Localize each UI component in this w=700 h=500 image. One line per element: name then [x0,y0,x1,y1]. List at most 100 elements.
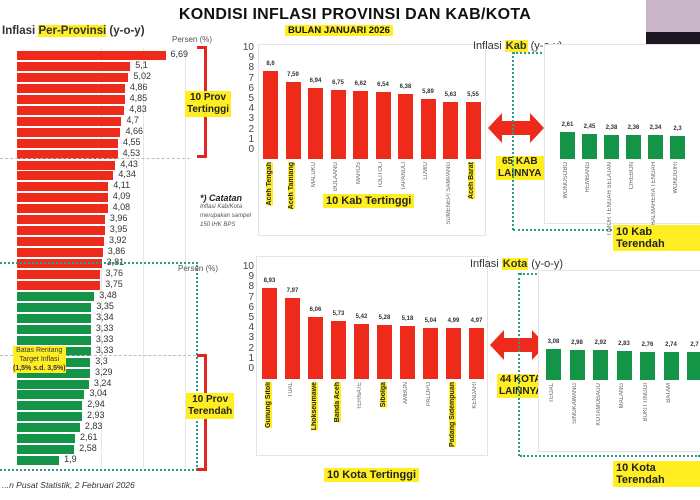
y-axis-tick: 7 [248,291,254,303]
bar [420,98,436,159]
province-bar-value: 3,24 [93,377,112,388]
category-label: Banda Aceh [333,382,341,423]
province-bar-value: 3,04 [89,388,108,399]
y-axis-tick: 8 [248,281,254,293]
bar-value: 7,97 [286,287,299,294]
province-bar [17,412,83,422]
category-label: TIMOR TENGAH SELATAN [606,162,613,237]
y-axis-tick: 2 [248,123,254,135]
province-bar [17,94,125,104]
bar-value: 6,94 [309,78,322,85]
y-axis-tick: 4 [248,322,254,334]
province-bar-value: 4,7 [126,114,139,125]
province-bar-value: 4,83 [129,103,147,114]
category-label: CIREBON [628,162,635,190]
bar [560,132,575,159]
kab-others-tag: 65 KAB LAINNYA [496,156,544,180]
top10-boundary-line [0,158,190,159]
province-bar [17,204,108,214]
bottom10-prov-tag: 10 Prov Terendah [186,393,235,419]
category-label: Gunung Sitoli [264,382,272,428]
category-label: REMBANG [584,162,591,193]
province-bar [17,149,118,159]
category-label: MALUKU [310,162,317,188]
bar-value: 8,6 [266,61,275,68]
bar-value: 4,97 [470,318,483,325]
bar-value: 2,45 [583,124,596,130]
bar [593,350,608,380]
province-target-range-note: Batas Rentang Target Inflasi (1,5% s.d. … [13,346,66,373]
bar-value: 5,28 [378,315,391,322]
double-arrow-icon [488,113,544,143]
province-bar-value: 2,83 [84,421,103,432]
province-bar-value: 3,3 [95,355,108,366]
y-axis-tick: 10 [242,261,254,272]
gridline [185,48,186,468]
province-bar [17,335,91,345]
bar [469,328,484,379]
bar [670,135,685,159]
province-unit-label: Persen (%) [172,35,213,44]
category-label: LUWU [423,162,429,180]
bar-value: 6,06 [309,307,322,314]
bar [640,351,655,380]
province-bar [17,237,105,247]
kota-target-side-line [518,273,520,456]
y-axis-tick: 5 [248,311,254,323]
bar [687,352,700,380]
y-axis-tick: 7 [248,72,254,84]
bar-value: 5,73 [332,310,345,317]
bar [616,351,632,380]
bar [398,93,413,159]
province-bar [17,182,109,192]
y-axis-tick: 9 [248,271,254,283]
province-bar [17,160,116,170]
inset-ceiling [646,0,700,32]
y-axis-tick: 9 [248,52,254,64]
province-bar-value: 1,9 [64,454,77,465]
y-axis-tick: 5 [248,92,254,104]
y-axis-tick: 3 [248,332,254,344]
kota-unit-label: Persen (%) [178,264,219,273]
y-axis-tick: 0 [248,362,254,374]
target-range-side-line [196,262,198,470]
province-bar-value: 3,92 [109,235,127,246]
province-bar-value: 2,94 [87,399,105,410]
bar-value: 5,04 [424,317,437,324]
bar-value: 4,99 [447,318,460,325]
province-bar-value: 3,95 [109,224,128,235]
category-label: KOTAMOBAGU [595,383,602,426]
kota-bottom-plot: 3,08 2,98 2,92 2,83 2,76 2,74 2,7 TEGAL SINGKAWA… [538,270,700,452]
bar [354,323,369,379]
bar [331,320,346,379]
province-bar [17,193,108,203]
province-bar-value: 3,34 [96,311,114,322]
category-label: Padang Sidempuan [448,382,456,447]
province-bar [17,313,92,323]
province-bar [17,401,83,411]
province-bar [17,291,95,301]
bar [308,88,323,159]
bar [604,134,619,159]
category-label: TUAL [287,382,294,398]
bar-value: 5,63 [444,91,457,98]
bar [400,326,415,379]
province-bar [17,423,80,433]
kab-y-axis: 10 9 8 7 6 5 4 3 2 1 0 [240,42,254,155]
gridline [143,48,144,468]
province-bar [17,215,105,225]
gridline [101,48,102,468]
category-label: Aceh Barat [468,162,475,199]
page-title: KONDISI INFLASI PROVINSI DAN KAB/KOTA [178,6,532,23]
y-axis-tick: 0 [248,143,254,155]
bar-value: 5,18 [401,316,414,323]
province-bar-value: 4,53 [122,147,141,158]
province-bar [17,379,89,389]
bar [465,102,481,159]
province-bar-value: 4,09 [112,191,131,202]
kota-others-tag: 44 KOTA LAINNYA [497,374,545,398]
province-bar [17,105,125,115]
province-bar-value: 3,96 [109,213,128,224]
province-bar [17,248,103,258]
y-axis-tick: 10 [242,42,254,53]
